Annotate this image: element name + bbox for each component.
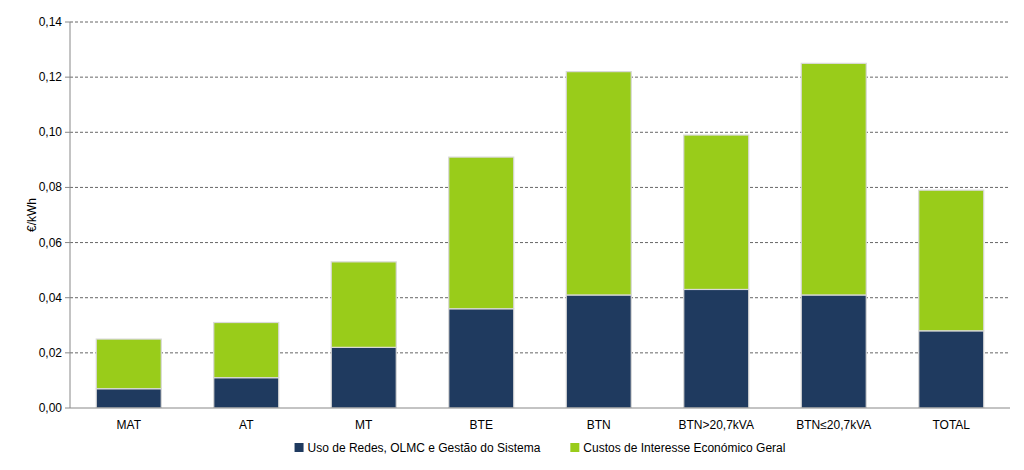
- grid-line: [70, 187, 1010, 188]
- tick-mark: [65, 187, 70, 188]
- legend-label: Custos de Interesse Económico Geral: [583, 441, 785, 455]
- bar-segment: [449, 309, 514, 408]
- tick-mark: [65, 297, 70, 298]
- chart: 0,00 0,02 0,04 0,06 0,08 0,10 0,12 0,14 €/kWh MAT…: [0, 0, 1024, 470]
- legend: Uso de Redes, OLMC e Gestão do Sistema Cu…: [295, 441, 786, 455]
- category-label: BTN>20,7kVA: [679, 418, 754, 432]
- tick-label: 0,06: [39, 236, 63, 250]
- bar-segment: [449, 157, 514, 309]
- bar-segment: [331, 347, 396, 408]
- category-label: TOTAL: [932, 418, 970, 432]
- bar-segment: [96, 339, 161, 389]
- bars: [96, 63, 984, 408]
- x-axis: [70, 408, 1010, 409]
- grid-line: [70, 242, 1010, 243]
- bar-segment: [801, 63, 866, 295]
- tick-mark: [65, 22, 70, 23]
- bar-segment: [331, 262, 396, 347]
- legend-label: Uso de Redes, OLMC e Gestão do Sistema: [308, 441, 541, 455]
- bar-segment: [214, 378, 279, 408]
- bar-segment: [566, 295, 631, 408]
- tick-label: 0,14: [39, 15, 63, 29]
- category-label: AT: [239, 418, 254, 432]
- tick-label: 0,02: [39, 346, 63, 360]
- tick-mark: [65, 242, 70, 243]
- tick-label: 0,08: [39, 180, 63, 194]
- tick-mark: [65, 77, 70, 78]
- bar-segment: [684, 135, 749, 289]
- tick-label: 0,00: [39, 401, 63, 415]
- tick-label: 0,10: [39, 125, 63, 139]
- tick-label: 0,04: [39, 291, 63, 305]
- category-label: MT: [355, 418, 373, 432]
- tick-mark: [65, 408, 70, 409]
- y-axis: [70, 22, 71, 408]
- bar-segment: [684, 289, 749, 408]
- bar-segment: [919, 331, 984, 408]
- grid-line: [70, 77, 1010, 78]
- tick-mark: [65, 132, 70, 133]
- legend-swatch: [295, 443, 304, 452]
- category-label: BTE: [470, 418, 493, 432]
- category-label: BTN: [587, 418, 611, 432]
- grid-line: [70, 132, 1010, 133]
- grid-line: [70, 352, 1010, 353]
- tick-mark: [65, 352, 70, 353]
- bar-segment: [214, 323, 279, 378]
- bar-segment: [96, 389, 161, 408]
- category-label: MAT: [117, 418, 142, 432]
- bar-segment: [801, 295, 866, 408]
- tick-label: 0,12: [39, 70, 63, 84]
- bar-segment: [919, 190, 984, 331]
- category-label: BTN≤20,7kVA: [796, 418, 871, 432]
- legend-swatch: [570, 443, 579, 452]
- grid-line: [70, 22, 1010, 23]
- grid-line: [70, 297, 1010, 298]
- y-axis-label: €/kWh: [25, 198, 39, 232]
- bar-segment: [566, 72, 631, 295]
